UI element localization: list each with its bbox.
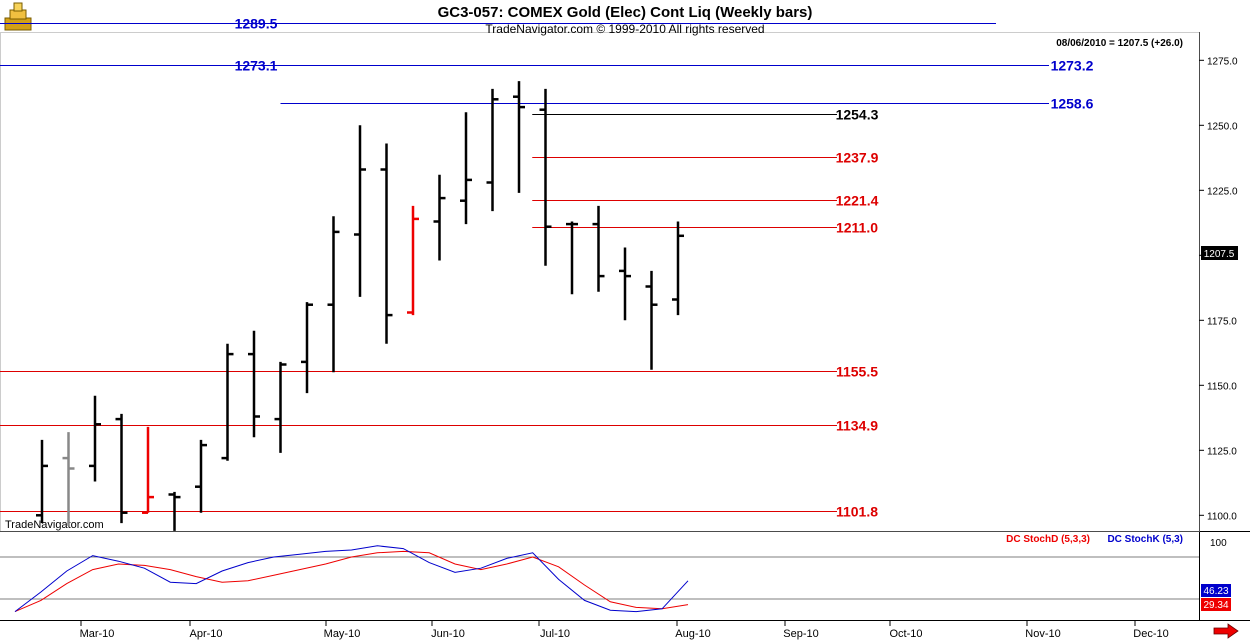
stochD-legend: DC StochD (5,3,3) (1006, 534, 1090, 545)
ohlc-bar (354, 125, 366, 297)
time-tick-label: Apr-10 (189, 628, 222, 640)
ohlc-bar (142, 426, 154, 514)
time-tick-label: Oct-10 (889, 628, 922, 640)
level-label-right: 1258.6 (1051, 96, 1094, 112)
level-label-left: 1273.1 (235, 58, 278, 74)
level-label-right: 1134.9 (836, 418, 878, 434)
time-tick-label: Aug-10 (675, 628, 710, 640)
ohlc-bar (274, 361, 287, 453)
ohlc-bar (36, 439, 48, 524)
stoch-axis-tick: 100 (1210, 538, 1227, 549)
ohlc-bar (407, 205, 419, 316)
ohlc-bar (89, 395, 101, 482)
stochD-value-badge: 29.34 (1201, 598, 1231, 611)
ohlc-bar (168, 491, 181, 531)
level-label-right: 1237.9 (836, 150, 879, 166)
time-tick-label: Jun-10 (431, 628, 465, 640)
ohlc-bar (62, 432, 75, 526)
ohlc-bar (645, 270, 658, 370)
stochK-value-badge: 46.23 (1201, 584, 1231, 597)
stochastic-indicator: 100 DC StochD (5,3,3) DC StochK (5,3) 46.23… (0, 534, 1231, 613)
time-tick-label: Dec-10 (1133, 628, 1168, 640)
ohlc-bar (619, 247, 631, 321)
level-label-right: 1273.2 (1051, 58, 1094, 74)
level-label-right: 1101.8 (836, 504, 878, 520)
gold-logo-icon (4, 2, 32, 31)
chart-title: GC3-057: COMEX Gold (Elec) Cont Liq (Wee… (438, 4, 813, 21)
ohlc-bar (592, 205, 605, 292)
ohlc-bar (433, 174, 446, 261)
stochK-badge-bg (1201, 584, 1231, 597)
ohlc-bars (36, 81, 684, 531)
level-label-right: 1221.4 (836, 193, 879, 209)
ohlc-bar (566, 221, 578, 295)
level-label-left: 1289.5 (235, 16, 278, 32)
time-axis: Mar-10 Apr-10 May-10 Jun-10 Jul-10 Aug-10 Sep-… (80, 620, 1169, 640)
ohlc-bar (539, 88, 552, 266)
stochD-value: 29.34 (1203, 600, 1228, 611)
ohlc-bar (248, 330, 260, 438)
ohlc-bar (513, 81, 525, 193)
ohlc-bar (301, 302, 313, 394)
stochK-line (14, 545, 689, 613)
level-label-right: 1254.3 (836, 107, 879, 123)
price-tick-label: 1150.0 (1207, 381, 1237, 392)
time-tick-label: Sep-10 (783, 628, 818, 640)
time-tick-label: Mar-10 (80, 628, 115, 640)
ohlc-bar (115, 413, 128, 524)
stochK-value: 46.23 (1203, 586, 1228, 597)
ohlc-bar (195, 439, 207, 513)
price-tick-label: 1125.0 (1207, 446, 1237, 457)
time-tick-label: May-10 (324, 628, 361, 640)
ohlc-bar (221, 343, 234, 461)
time-tick-label: Jul-10 (540, 628, 570, 640)
ohlc-bar (327, 216, 340, 373)
last-price-badge-text: 1207.5 (1204, 249, 1235, 260)
price-tick-label: 1250.0 (1207, 121, 1238, 132)
last-price-badge: 1207.5 (1201, 246, 1238, 260)
level-label-right: 1155.5 (836, 364, 878, 380)
stochD-line (14, 550, 689, 613)
stochK-legend: DC StochK (5,3) (1107, 534, 1183, 545)
level-label-right: 1211.0 (836, 220, 878, 236)
price-plot-border (0, 32, 1200, 532)
ohlc-bar (486, 88, 499, 212)
ohlc-bar (380, 143, 393, 344)
ohlc-bar (672, 221, 684, 316)
last-value-readout: 08/06/2010 = 1207.5 (+26.0) (1056, 38, 1183, 49)
watermark-text: TradeNavigator.com (5, 519, 104, 531)
price-tick-label: 1225.0 (1207, 186, 1238, 197)
copyright-text: TradeNavigator.com © 1999-2010 All right… (485, 22, 764, 36)
time-tick-label: Nov-10 (1025, 628, 1060, 640)
price-tick-label: 1275.0 (1207, 56, 1238, 67)
price-tick-label: 1175.0 (1207, 316, 1237, 327)
scroll-right-arrow-icon[interactable] (1213, 623, 1239, 639)
ohlc-bar (460, 112, 472, 225)
levels-layer: 1289.5 1273.1 1273.2 1258.6 1254.3 1237.9 1221… (0, 16, 1094, 520)
price-tick-label: 1100.0 (1207, 511, 1237, 522)
stochD-badge-bg (1201, 598, 1231, 611)
